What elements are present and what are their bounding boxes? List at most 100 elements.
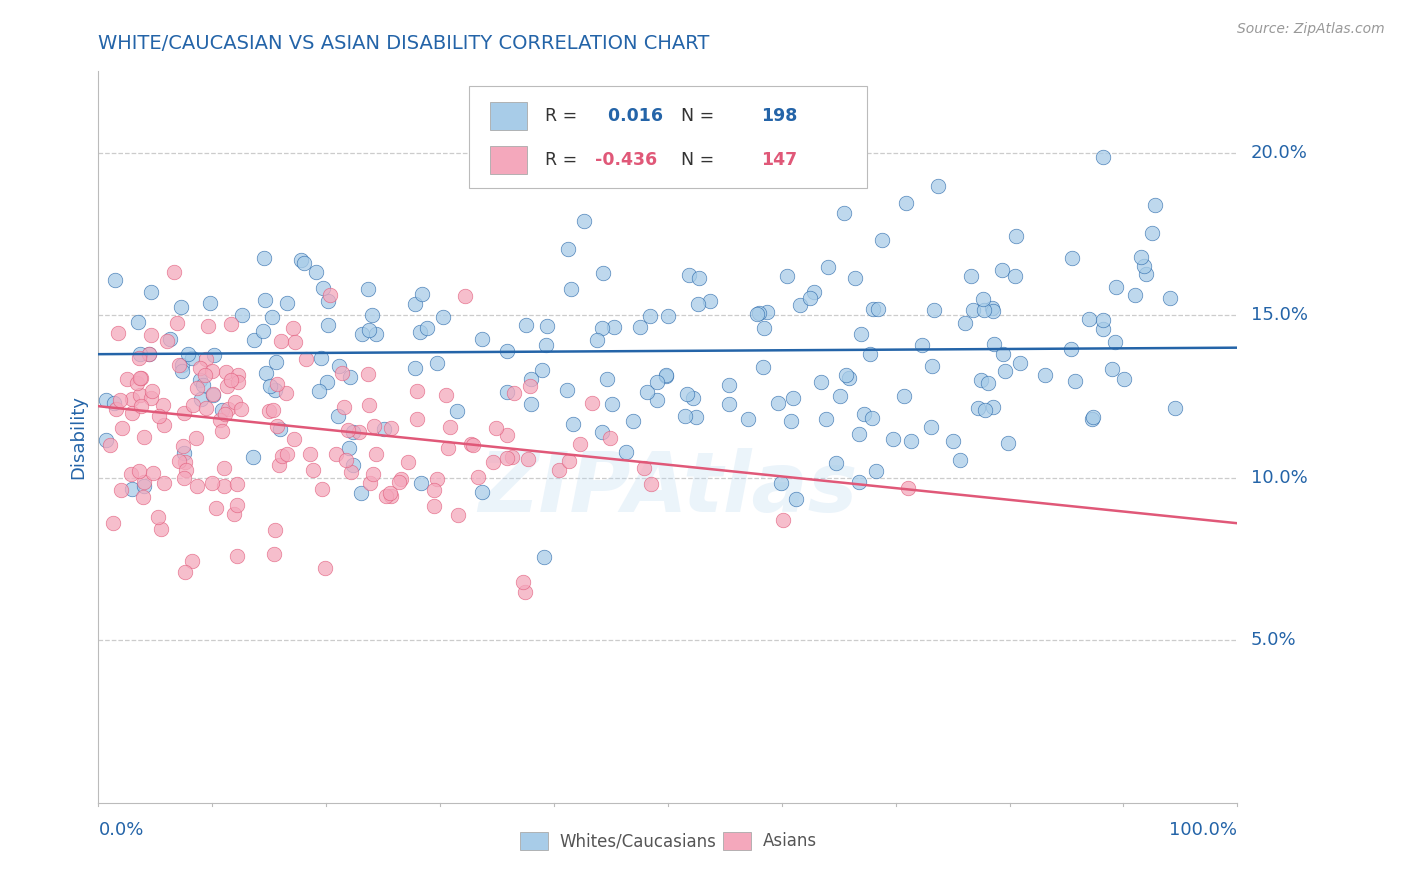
Point [335, 452, 357, 467]
Point [495, 428, 517, 442]
Point [253, 251, 276, 265]
Point [339, 370, 361, 384]
Point [337, 442, 360, 456]
Point [342, 425, 364, 439]
Point [201, 476, 224, 491]
Point [94, 393, 117, 408]
Text: N =: N = [671, 107, 720, 125]
Point [201, 364, 224, 378]
Point [911, 338, 934, 352]
Point [927, 178, 949, 193]
Point [141, 384, 163, 398]
Point [481, 455, 503, 469]
Point [515, 318, 537, 333]
Point [657, 309, 679, 323]
Point [596, 372, 619, 386]
Point [1092, 321, 1115, 335]
Point [174, 565, 197, 579]
Point [519, 372, 541, 386]
Point [132, 430, 155, 444]
Point [127, 315, 149, 329]
Text: 5.0%: 5.0% [1251, 632, 1296, 649]
Point [628, 320, 651, 334]
Point [170, 364, 193, 378]
Point [422, 499, 444, 513]
Point [581, 396, 603, 410]
Point [366, 448, 388, 462]
Point [1104, 335, 1126, 350]
Text: WHITE/CAUCASIAN VS ASIAN DISABILITY CORRELATION CHART: WHITE/CAUCASIAN VS ASIAN DISABILITY CORR… [98, 34, 710, 54]
Point [159, 332, 181, 346]
Point [548, 463, 571, 477]
Point [699, 294, 721, 309]
Point [186, 381, 208, 395]
Text: 15.0%: 15.0% [1251, 306, 1308, 324]
Point [186, 479, 208, 493]
Point [103, 516, 125, 530]
Point [748, 306, 770, 320]
Point [208, 413, 231, 427]
Point [406, 412, 429, 426]
Text: 198: 198 [761, 107, 797, 125]
Point [357, 367, 380, 381]
Point [314, 561, 336, 575]
Point [269, 422, 291, 436]
Point [924, 302, 946, 317]
Point [378, 486, 401, 500]
Point [359, 323, 381, 337]
Point [1060, 342, 1083, 356]
Point [105, 401, 128, 416]
Point [257, 403, 280, 417]
Point [960, 269, 983, 284]
Point [676, 387, 699, 401]
Point [129, 399, 152, 413]
Point [638, 309, 661, 323]
Point [993, 346, 1015, 360]
Point [253, 293, 276, 307]
Point [328, 359, 350, 373]
Text: 10.0%: 10.0% [1251, 468, 1308, 487]
Point [1129, 251, 1152, 265]
Y-axis label: Disability: Disability [69, 395, 87, 479]
Point [299, 447, 322, 461]
Point [591, 321, 613, 335]
Point [357, 282, 380, 296]
Point [1101, 362, 1123, 376]
Point [129, 347, 152, 361]
Point [319, 288, 342, 302]
Point [1033, 368, 1056, 383]
Point [108, 393, 131, 408]
Point [263, 547, 285, 561]
Point [920, 420, 942, 434]
Point [534, 338, 557, 352]
Point [254, 366, 277, 380]
Point [718, 378, 741, 392]
Point [405, 297, 427, 311]
Point [1164, 401, 1187, 415]
Point [129, 371, 152, 385]
Point [128, 351, 150, 365]
Point [301, 463, 323, 477]
FancyBboxPatch shape [491, 103, 527, 130]
Point [139, 327, 162, 342]
Point [972, 293, 994, 307]
Point [501, 450, 523, 464]
Point [568, 437, 591, 451]
Point [121, 392, 143, 406]
FancyBboxPatch shape [723, 832, 751, 850]
Point [776, 269, 799, 284]
Point [406, 384, 429, 398]
Point [215, 365, 238, 379]
Point [181, 554, 204, 568]
Point [860, 411, 883, 425]
Point [948, 453, 970, 467]
Point [359, 398, 381, 412]
Point [212, 461, 235, 475]
Point [865, 464, 887, 478]
Text: R =: R = [546, 107, 582, 125]
Point [621, 414, 644, 428]
Text: Asians: Asians [762, 832, 817, 850]
Point [94, 433, 117, 447]
Point [803, 285, 825, 299]
Text: Source: ZipAtlas.com: Source: ZipAtlas.com [1237, 22, 1385, 37]
